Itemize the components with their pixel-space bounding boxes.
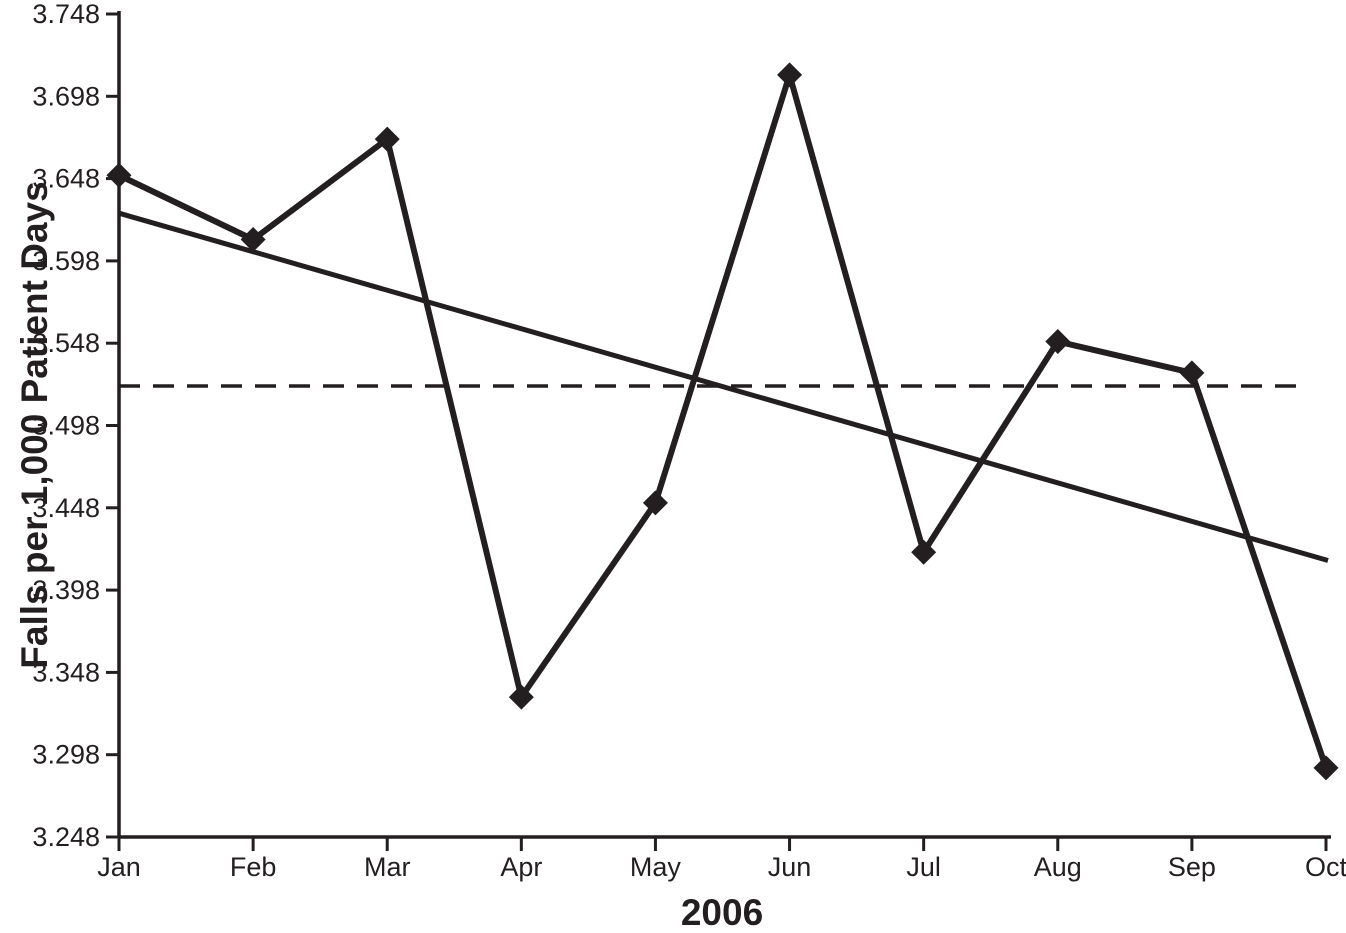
data-point-marker (911, 539, 937, 565)
y-tick-label: 3.648 (32, 164, 100, 194)
y-axis-title: Falls per 1,000 Patient Days (14, 181, 55, 668)
data-point-marker (508, 684, 534, 710)
y-tick-label: 3.548 (32, 328, 100, 358)
x-axis-title: 2006 (681, 892, 763, 933)
x-tick-label: Feb (230, 852, 277, 882)
plot-layer: 3.248 3.298 3.348 3.398 3.448 3.498 3.548 3.598… (32, 0, 1346, 882)
x-tick-label: Mar (364, 852, 411, 882)
x-tick-label: Jan (97, 852, 141, 882)
data-point-marker (1045, 329, 1071, 355)
data-point-marker (240, 227, 266, 253)
y-tick-label: 3.448 (32, 493, 100, 523)
x-tick-label: Sep (1168, 852, 1216, 882)
y-tick-label: 3.698 (32, 81, 100, 111)
y-tick-label: 3.498 (32, 411, 100, 441)
data-point-marker (1313, 755, 1339, 781)
x-tick-label: May (630, 852, 682, 882)
y-tick-label: 3.348 (32, 657, 100, 687)
data-point-marker (374, 126, 400, 152)
data-point-marker (642, 490, 668, 516)
x-tick-label: Apr (500, 852, 542, 882)
y-tick-label: 3.748 (32, 0, 100, 29)
y-tick-label: 3.248 (32, 822, 100, 852)
trend-line (118, 210, 1329, 563)
y-tick-label: 3.298 (32, 740, 100, 770)
data-point-marker (1179, 360, 1205, 386)
data-point-marker (777, 62, 803, 88)
y-tick-label: 3.598 (32, 246, 100, 276)
x-tick-label: Oct (1305, 852, 1346, 882)
x-tick-label: Jun (768, 852, 812, 882)
falls-series-line (117, 64, 1329, 769)
x-tick-label: Aug (1034, 852, 1082, 882)
x-tick-label: Jul (906, 852, 941, 882)
y-tick-label: 3.398 (32, 575, 100, 605)
data-point-marker (106, 162, 132, 188)
